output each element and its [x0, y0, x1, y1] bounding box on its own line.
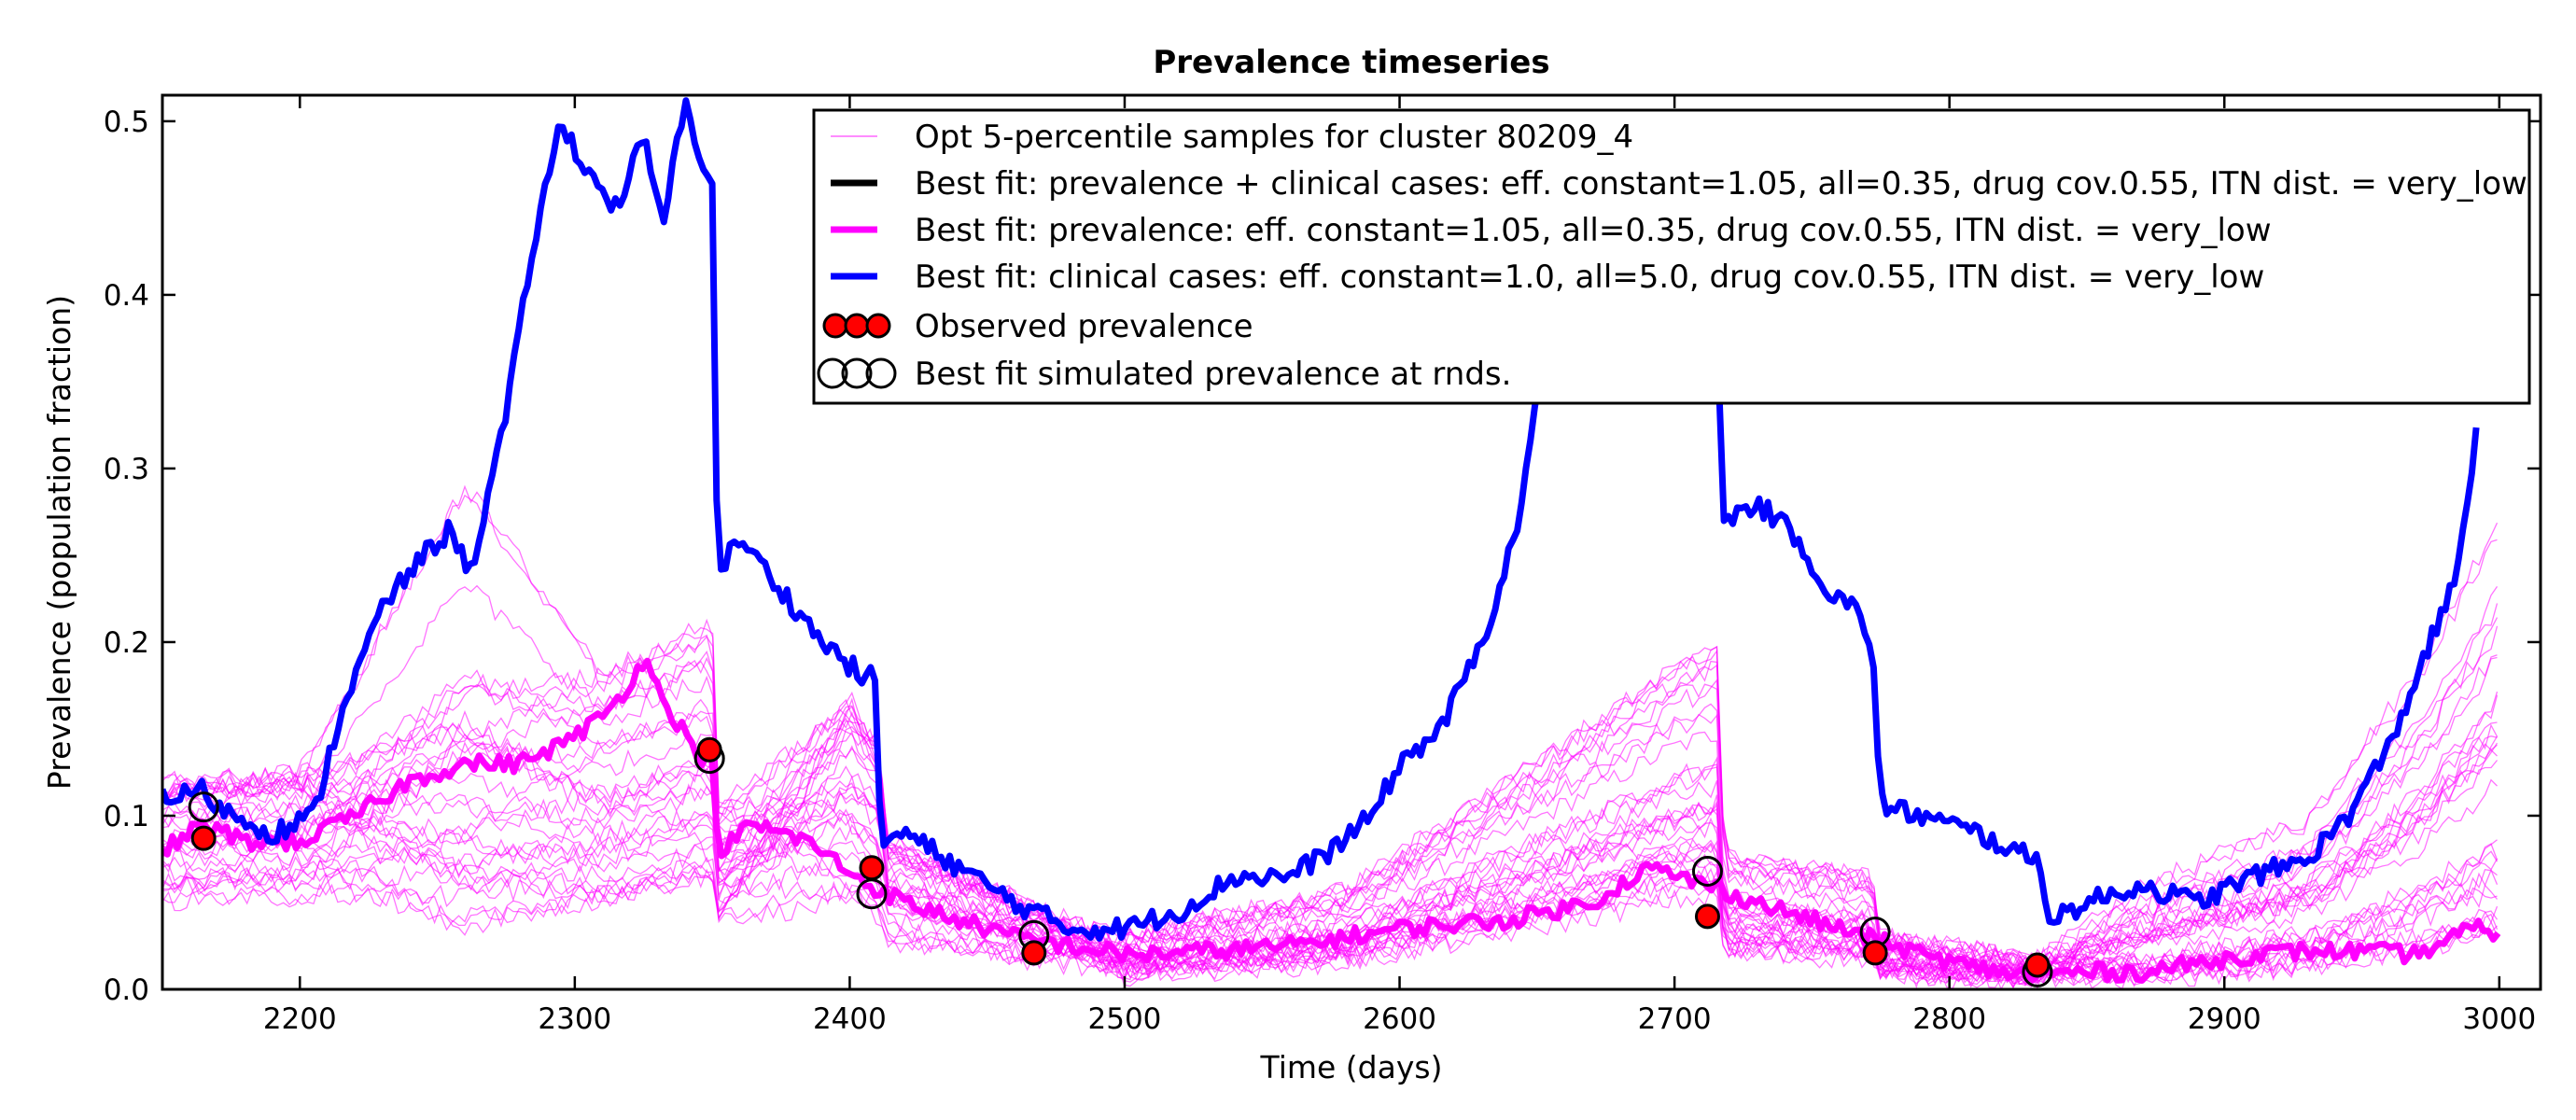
- x-tick-label: 2300: [538, 1002, 611, 1036]
- legend-swatch: [817, 357, 848, 389]
- sample-line: [162, 694, 2499, 986]
- legend-label: Best fit: clinical cases: eff. constant=…: [915, 259, 2264, 296]
- x-tick-label: 2500: [1088, 1002, 1162, 1036]
- legend-swatch: [844, 313, 870, 339]
- sample-lines: [162, 484, 2499, 989]
- legend-swatch: [841, 357, 873, 389]
- sample-line: [162, 617, 2499, 977]
- sample-line: [162, 654, 2498, 986]
- legend: Opt 5-percentile samples for cluster 802…: [812, 108, 2531, 405]
- x-tick-label: 2800: [1912, 1002, 1986, 1036]
- markers-layer: [188, 736, 2053, 987]
- x-tick-label: 2900: [2188, 1002, 2261, 1036]
- y-tick-label: 0.2: [104, 626, 149, 660]
- sample-line: [162, 625, 2499, 981]
- chart-title: Prevalence timeseries: [1153, 44, 1549, 81]
- observed-prevalence-marker: [1862, 940, 1888, 966]
- y-axis-label: Prevalence (population fraction): [41, 295, 77, 790]
- best-fit-prevalence-line: [162, 657, 2501, 984]
- y-tick-label: 0.4: [104, 279, 149, 313]
- legend-label: Best fit: prevalence + clinical cases: e…: [915, 165, 2527, 203]
- sample-line: [162, 484, 2499, 983]
- sample-line: [162, 584, 2499, 988]
- legend-label: Opt 5-percentile samples for cluster 802…: [915, 119, 1633, 156]
- x-tick-label: 2600: [1363, 1002, 1436, 1036]
- observed-prevalence-marker: [190, 825, 217, 851]
- y-tick-label: 0.3: [104, 453, 149, 486]
- sample-line: [162, 706, 2499, 986]
- sample-line: [162, 494, 2499, 987]
- legend-label: Best fit simulated prevalence at rnds.: [915, 356, 1511, 393]
- observed-prevalence-marker: [696, 736, 722, 763]
- sample-line: [162, 586, 2499, 970]
- x-tick-label: 2200: [263, 1002, 337, 1036]
- simulated-prevalence-marker: [1691, 856, 1723, 888]
- y-tick-label: 0.1: [104, 800, 149, 833]
- legend-swatch: [822, 313, 848, 339]
- observed-prevalence-marker: [1694, 903, 1720, 930]
- y-tick-label: 0.5: [104, 105, 149, 139]
- x-tick-label: 2700: [1638, 1002, 1712, 1036]
- simulated-prevalence-marker: [188, 791, 219, 823]
- legend-label: Best fit: prevalence: eff. constant=1.05…: [915, 212, 2272, 249]
- best-fit-clinical-line: [162, 97, 2480, 942]
- x-axis-label: Time (days): [1260, 1049, 1443, 1085]
- x-tick-label: 2400: [813, 1002, 887, 1036]
- observed-prevalence-marker: [2024, 952, 2051, 978]
- legend-label: Observed prevalence: [915, 308, 1253, 345]
- legend-swatch: [865, 357, 897, 389]
- ticks-layer: 2200 2300 2400 2500 2600 2700 2800 2900 3000 0.0 0…: [104, 95, 2541, 1036]
- plot-frame: [161, 93, 2542, 991]
- y-tick-label: 0.0: [104, 973, 149, 1007]
- observed-prevalence-marker: [859, 855, 885, 881]
- sample-line: [162, 703, 2499, 973]
- legend-frame: [812, 108, 2531, 405]
- sample-line: [162, 634, 2498, 973]
- x-tick-label: 3000: [2462, 1002, 2536, 1036]
- legend-swatch: [865, 313, 891, 339]
- observed-prevalence-marker: [1021, 940, 1047, 966]
- series-layer: [162, 97, 2501, 984]
